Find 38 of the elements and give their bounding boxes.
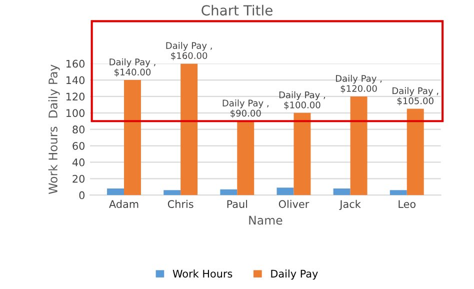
- y-tick-label: 100: [66, 109, 85, 117]
- bar: [164, 190, 181, 196]
- bar: [350, 96, 368, 196]
- bar: [180, 64, 198, 196]
- data-label: Daily Pay , $105.00: [392, 87, 438, 106]
- bar: [124, 80, 141, 196]
- legend-label: Work Hours: [172, 270, 232, 278]
- x-tick-label: Leo: [398, 200, 416, 208]
- x-tick-label: Paul: [227, 200, 248, 208]
- data-label: Daily Pay , $90.00: [222, 99, 268, 118]
- legend-label: Daily Pay: [271, 270, 318, 280]
- bar: [390, 190, 407, 196]
- y-tick-label: 120: [66, 92, 85, 101]
- bar: [220, 189, 238, 196]
- x-tick-label: Jack: [339, 200, 361, 210]
- x-tick-label: Adam: [109, 200, 138, 208]
- data-label: Daily Pay , $100.00: [279, 91, 326, 110]
- y-tick-label: 60: [72, 142, 85, 150]
- bar: [107, 188, 124, 196]
- data-label: Daily Pay , $160.00: [166, 42, 212, 60]
- y-axis-title: Work Hours Daily Pay: [48, 64, 60, 194]
- bar: [406, 108, 424, 196]
- x-axis-title: Name: [249, 216, 282, 225]
- data-label: Daily Pay , $140.00: [110, 58, 156, 77]
- y-tick-label: 140: [66, 76, 85, 84]
- data-label: Daily Pay , $120.00: [336, 74, 382, 94]
- y-tick-label: 80: [72, 126, 85, 134]
- y-tick-label: 20: [72, 174, 85, 183]
- x-tick-label: Chris: [168, 200, 194, 208]
- bar: [333, 188, 350, 196]
- y-tick-label: 160: [66, 60, 85, 68]
- bar: [276, 188, 294, 196]
- x-tick-label: Oliver: [278, 200, 310, 208]
- y-tick-label: 0: [79, 191, 85, 200]
- bar: [237, 121, 254, 196]
- chart-title: Chart Title: [202, 4, 272, 16]
- y-tick-label: 40: [72, 158, 85, 166]
- bar: [294, 112, 311, 196]
